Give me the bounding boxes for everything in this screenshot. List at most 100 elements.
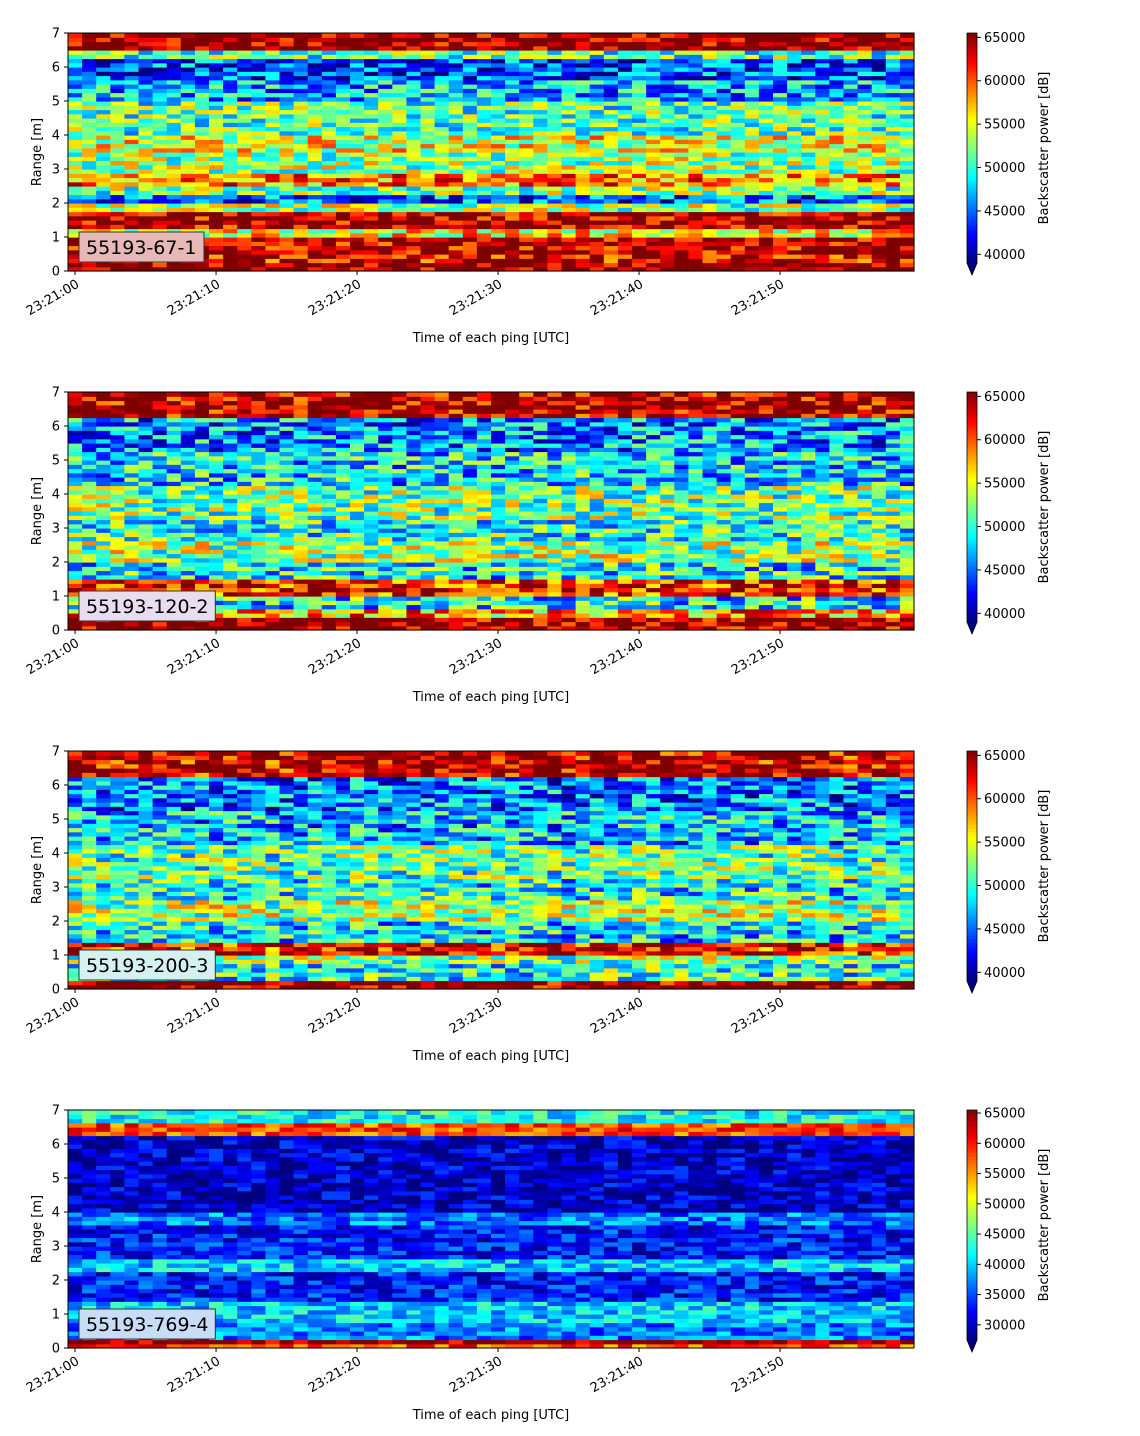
y-axis-label: Range [m]	[30, 836, 45, 904]
y-axis-label: Range [m]	[30, 477, 45, 545]
y-tick-label: 5	[52, 454, 60, 469]
plot-frame	[67, 391, 915, 631]
x-tick-label: 23:21:10	[165, 995, 223, 1037]
colorbar-tick-label: 55000	[984, 836, 1025, 851]
y-tick-label: 0	[52, 1342, 60, 1357]
x-tick-label: 23:21:40	[588, 277, 646, 319]
x-tick-label: 23:21:10	[165, 1354, 223, 1396]
colorbar-tick-label: 50000	[984, 1197, 1025, 1212]
y-tick-label: 5	[52, 813, 60, 828]
colorbar-tick-label: 45000	[984, 563, 1025, 578]
colorbar-tick-label: 60000	[984, 1137, 1025, 1152]
colorbar-tick-label: 60000	[984, 792, 1025, 807]
colorbar-frame	[966, 1109, 978, 1354]
y-tick-label: 2	[52, 197, 60, 212]
colorbar-tick-label: 30000	[984, 1318, 1025, 1333]
y-tick-label: 1	[52, 590, 60, 605]
y-tick-label: 7	[52, 27, 60, 42]
colorbar-tick-label: 40000	[984, 248, 1025, 263]
colorbar-label: Backscatter power [dB]	[1037, 1149, 1052, 1302]
y-tick-label: 7	[52, 386, 60, 401]
x-tick-label: 23:21:30	[447, 995, 505, 1037]
y-tick-label: 3	[52, 522, 60, 537]
colorbar-label: Backscatter power [dB]	[1037, 72, 1052, 225]
plot-frame	[67, 750, 915, 990]
x-axis-label: Time of each ping [UTC]	[412, 1049, 570, 1064]
x-tick-label: 23:21:00	[24, 636, 82, 678]
y-tick-label: 5	[52, 1172, 60, 1187]
panel-label-text: 55193-67-1	[86, 237, 196, 259]
x-tick-label: 23:21:50	[729, 995, 787, 1037]
x-tick-label: 23:21:20	[306, 277, 364, 319]
colorbar-tick-label: 60000	[984, 74, 1025, 89]
panel-label-text: 55193-769-4	[86, 1314, 209, 1336]
colorbar-tick-label: 40000	[984, 1258, 1025, 1273]
y-tick-label: 2	[52, 915, 60, 930]
colorbar-tick-label: 45000	[984, 922, 1025, 937]
y-tick-label: 5	[52, 95, 60, 110]
panel-label: 55193-67-1	[78, 231, 205, 263]
colorbar-tick-label: 50000	[984, 520, 1025, 535]
x-axis-label: Time of each ping [UTC]	[412, 1408, 570, 1423]
colorbar: 40000 45000 50000 55000 60000 65000 Backscatte…	[966, 390, 1052, 636]
colorbar-tick-label: 50000	[984, 161, 1025, 176]
x-axis-label: Time of each ping [UTC]	[412, 331, 570, 346]
plot-frame	[67, 32, 915, 272]
colorbar-tick-label: 55000	[984, 1167, 1025, 1182]
panel-label-text: 55193-120-2	[86, 596, 209, 618]
colorbar-tick-label: 65000	[984, 749, 1025, 764]
y-tick-label: 4	[52, 488, 60, 503]
colorbar-frame	[966, 32, 978, 277]
colorbar-tick-label: 40000	[984, 607, 1025, 622]
y-tick-label: 6	[52, 61, 60, 76]
y-tick-label: 4	[52, 847, 60, 862]
heatmap-panel-3: 0 1 2 3 4 5 6 7 23:21:00 23:21:10 23:21:20 23:21:30…	[24, 745, 1052, 1065]
x-tick-label: 23:21:00	[24, 277, 82, 319]
y-tick-label: 0	[52, 265, 60, 280]
colorbar-tick-label: 65000	[984, 390, 1025, 405]
x-tick-label: 23:21:30	[447, 1354, 505, 1396]
y-tick-label: 4	[52, 1206, 60, 1221]
y-tick-label: 2	[52, 556, 60, 571]
x-tick-label: 23:21:20	[306, 1354, 364, 1396]
heatmap-cells	[68, 751, 915, 990]
x-tick-label: 23:21:00	[24, 995, 82, 1037]
y-tick-label: 0	[52, 624, 60, 639]
y-tick-label: 1	[52, 949, 60, 964]
colorbar-frame	[966, 750, 978, 995]
y-tick-label: 1	[52, 231, 60, 246]
colorbar: 40000 45000 50000 55000 60000 65000 Backscatte…	[966, 749, 1052, 995]
colorbar-extend-arrow	[967, 263, 977, 275]
x-tick-label: 23:21:20	[306, 995, 364, 1037]
y-tick-label: 7	[52, 745, 60, 760]
y-axis-label: Range [m]	[30, 118, 45, 186]
heatmap-panel-1: 0 1 2 3 4 5 6 7 23:21:00 23:21:10 23:21:20 23:21:30…	[24, 27, 1052, 347]
colorbar-extend-arrow	[967, 1340, 977, 1352]
y-tick-label: 1	[52, 1308, 60, 1323]
y-axis-label: Range [m]	[30, 1195, 45, 1263]
x-tick-label: 23:21:40	[588, 1354, 646, 1396]
x-tick-label: 23:21:40	[588, 995, 646, 1037]
plot-frame	[67, 1109, 915, 1349]
x-tick-label: 23:21:40	[588, 636, 646, 678]
y-tick-label: 7	[52, 1104, 60, 1119]
y-tick-label: 2	[52, 1274, 60, 1289]
colorbar-tick-label: 45000	[984, 1228, 1025, 1243]
x-tick-label: 23:21:50	[729, 636, 787, 678]
colorbar-label: Backscatter power [dB]	[1037, 790, 1052, 943]
panel-label-text: 55193-200-3	[86, 955, 209, 977]
colorbar-tick-label: 45000	[984, 204, 1025, 219]
heatmap-cells	[68, 33, 915, 272]
colorbar-tick-label: 55000	[984, 118, 1025, 133]
x-tick-label: 23:21:10	[165, 277, 223, 319]
x-tick-label: 23:21:50	[729, 1354, 787, 1396]
x-tick-label: 23:21:10	[165, 636, 223, 678]
colorbar-tick-label: 65000	[984, 31, 1025, 46]
y-tick-label: 3	[52, 163, 60, 178]
x-tick-label: 23:21:30	[447, 636, 505, 678]
panel-label: 55193-769-4	[78, 1308, 216, 1340]
x-axis-label: Time of each ping [UTC]	[412, 690, 570, 705]
colorbar-tick-label: 35000	[984, 1288, 1025, 1303]
panel-label: 55193-120-2	[78, 590, 216, 622]
